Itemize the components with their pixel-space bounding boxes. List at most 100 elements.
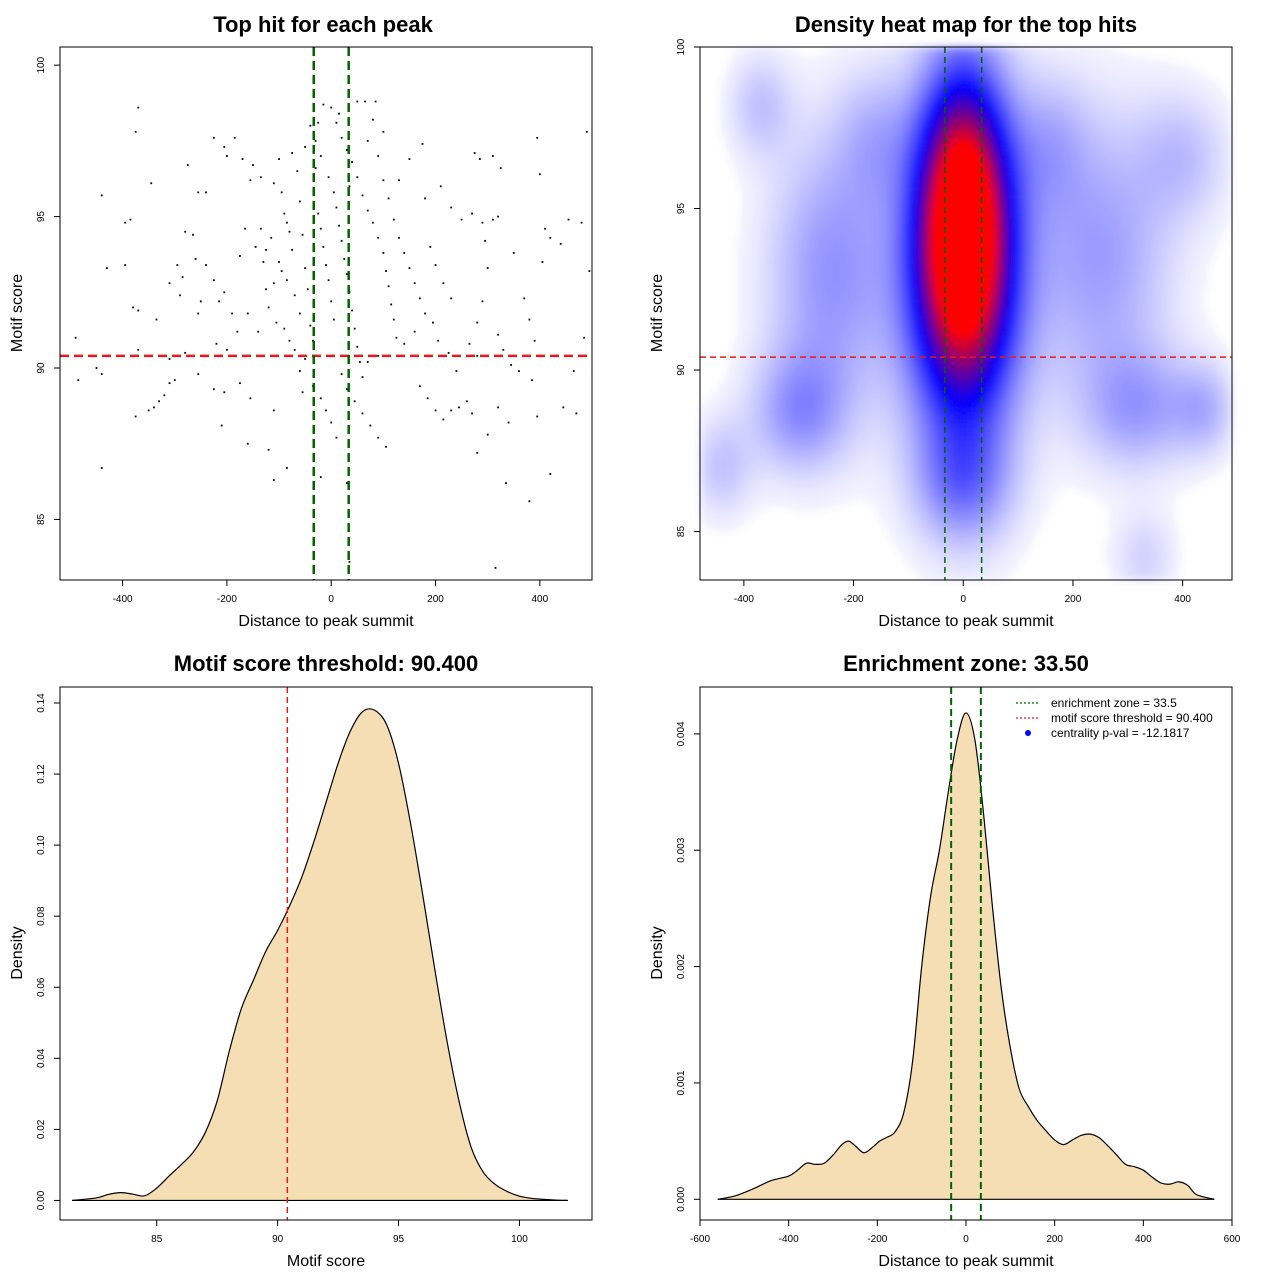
heatmap-cell <box>1156 175 1161 180</box>
heatmap-cell <box>724 103 729 108</box>
heatmap-cell <box>1092 103 1097 108</box>
heatmap-cell <box>1228 191 1233 196</box>
heatmap-cell <box>892 183 897 188</box>
heatmap-cell <box>1152 91 1157 96</box>
heatmap-cell <box>796 119 801 124</box>
heatmap-cell <box>1212 91 1217 96</box>
heatmap-cell <box>820 107 825 112</box>
heatmap-cell <box>984 143 989 148</box>
heatmap-cell <box>1028 167 1033 172</box>
heatmap-cell <box>1040 83 1045 88</box>
heatmap-cell <box>1216 167 1221 172</box>
heatmap-cell <box>1024 103 1029 108</box>
heatmap-cell <box>916 179 921 184</box>
heatmap-cell <box>1136 171 1141 176</box>
heatmap-cell <box>1120 163 1125 168</box>
heatmap-cell <box>976 187 981 192</box>
heatmap-cell <box>1064 99 1069 104</box>
heatmap-cell <box>720 95 725 100</box>
heatmap-cell <box>1180 67 1185 72</box>
heatmap-cell <box>940 107 945 112</box>
heatmap-cell <box>900 135 905 140</box>
heatmap-cell <box>1068 75 1073 80</box>
heatmap-cell <box>1200 135 1205 140</box>
heatmap-cell <box>804 103 809 108</box>
heatmap-cell <box>772 155 777 160</box>
heatmap-cell <box>756 151 761 156</box>
heatmap-cell <box>936 147 941 152</box>
heatmap-cell <box>784 195 789 200</box>
heatmap-cell <box>844 119 849 124</box>
heatmap-cell <box>860 67 865 72</box>
heatmap-cell <box>1228 135 1233 140</box>
heatmap-cell <box>1220 115 1225 120</box>
scatter-point-95 <box>312 339 314 342</box>
heatmap-cell <box>852 175 857 180</box>
heatmap-cell <box>1216 175 1221 180</box>
heatmap-cell <box>836 83 841 88</box>
heatmap-cell <box>768 163 773 168</box>
heatmap-cell <box>1124 195 1129 200</box>
heatmap-cell <box>1100 115 1105 120</box>
heatmap-cell <box>1204 111 1209 116</box>
heatmap-cell <box>812 87 817 92</box>
heatmap-cell <box>912 167 917 172</box>
heatmap-cell <box>1136 55 1141 60</box>
scatter-point-164 <box>338 112 340 115</box>
heatmap-cell <box>1004 171 1009 176</box>
heatmap-cell <box>924 91 929 96</box>
heatmap-cell <box>828 195 833 200</box>
heatmap-cell <box>752 107 757 112</box>
heatmap-cell <box>832 119 837 124</box>
heatmap-cell <box>944 191 949 196</box>
heatmap-cell <box>848 195 853 200</box>
heatmap-cell <box>828 155 833 160</box>
heatmap-cell <box>1060 111 1065 116</box>
heatmap-cell <box>740 119 745 124</box>
heatmap-cell <box>1080 167 1085 172</box>
heatmap-cell <box>780 163 785 168</box>
heatmap-cell <box>896 171 901 176</box>
heatmap-cell <box>912 115 917 120</box>
heatmap-cell <box>1008 75 1013 80</box>
heatmap-cell <box>852 155 857 160</box>
heatmap-cell <box>736 175 741 180</box>
heatmap-cell <box>884 179 889 184</box>
heatmap-cell <box>1084 99 1089 104</box>
heatmap-cell <box>800 187 805 192</box>
heatmap-cell <box>976 79 981 84</box>
heatmap-cell <box>1224 195 1229 200</box>
heatmap-cell <box>952 147 957 152</box>
heatmap-cell <box>760 143 765 148</box>
heatmap-cell <box>840 187 845 192</box>
heatmap-cell <box>896 187 901 192</box>
heatmap-cell <box>1200 163 1205 168</box>
heatmap-cell <box>1088 171 1093 176</box>
heatmap-cell <box>756 187 761 192</box>
heatmap-cell <box>788 51 793 56</box>
heatmap-cell <box>1108 155 1113 160</box>
heatmap-cell <box>928 147 933 152</box>
heatmap-cell <box>760 147 765 152</box>
heatmap-cell <box>1164 191 1169 196</box>
heatmap-cell <box>840 119 845 124</box>
heatmap-cell <box>872 167 877 172</box>
heatmap-cell <box>1212 95 1217 100</box>
heatmap-cell <box>776 183 781 188</box>
heatmap-cell <box>944 91 949 96</box>
heatmap-cell <box>824 79 829 84</box>
heatmap-cell <box>1056 155 1061 160</box>
heatmap-cell <box>940 135 945 140</box>
heatmap-cell <box>1084 159 1089 164</box>
heatmap-cell <box>980 151 985 156</box>
heatmap-cell <box>1140 179 1145 184</box>
heatmap-cell <box>1020 103 1025 108</box>
heatmap-cell <box>760 103 765 108</box>
heatmap-cell <box>1152 191 1157 196</box>
heatmap-cell <box>1092 119 1097 124</box>
heatmap-cell <box>1008 115 1013 120</box>
heatmap-cell <box>1092 163 1097 168</box>
scatter-point-103 <box>332 318 335 321</box>
heatmap-cell <box>764 151 769 156</box>
heatmap-cell <box>936 163 941 168</box>
